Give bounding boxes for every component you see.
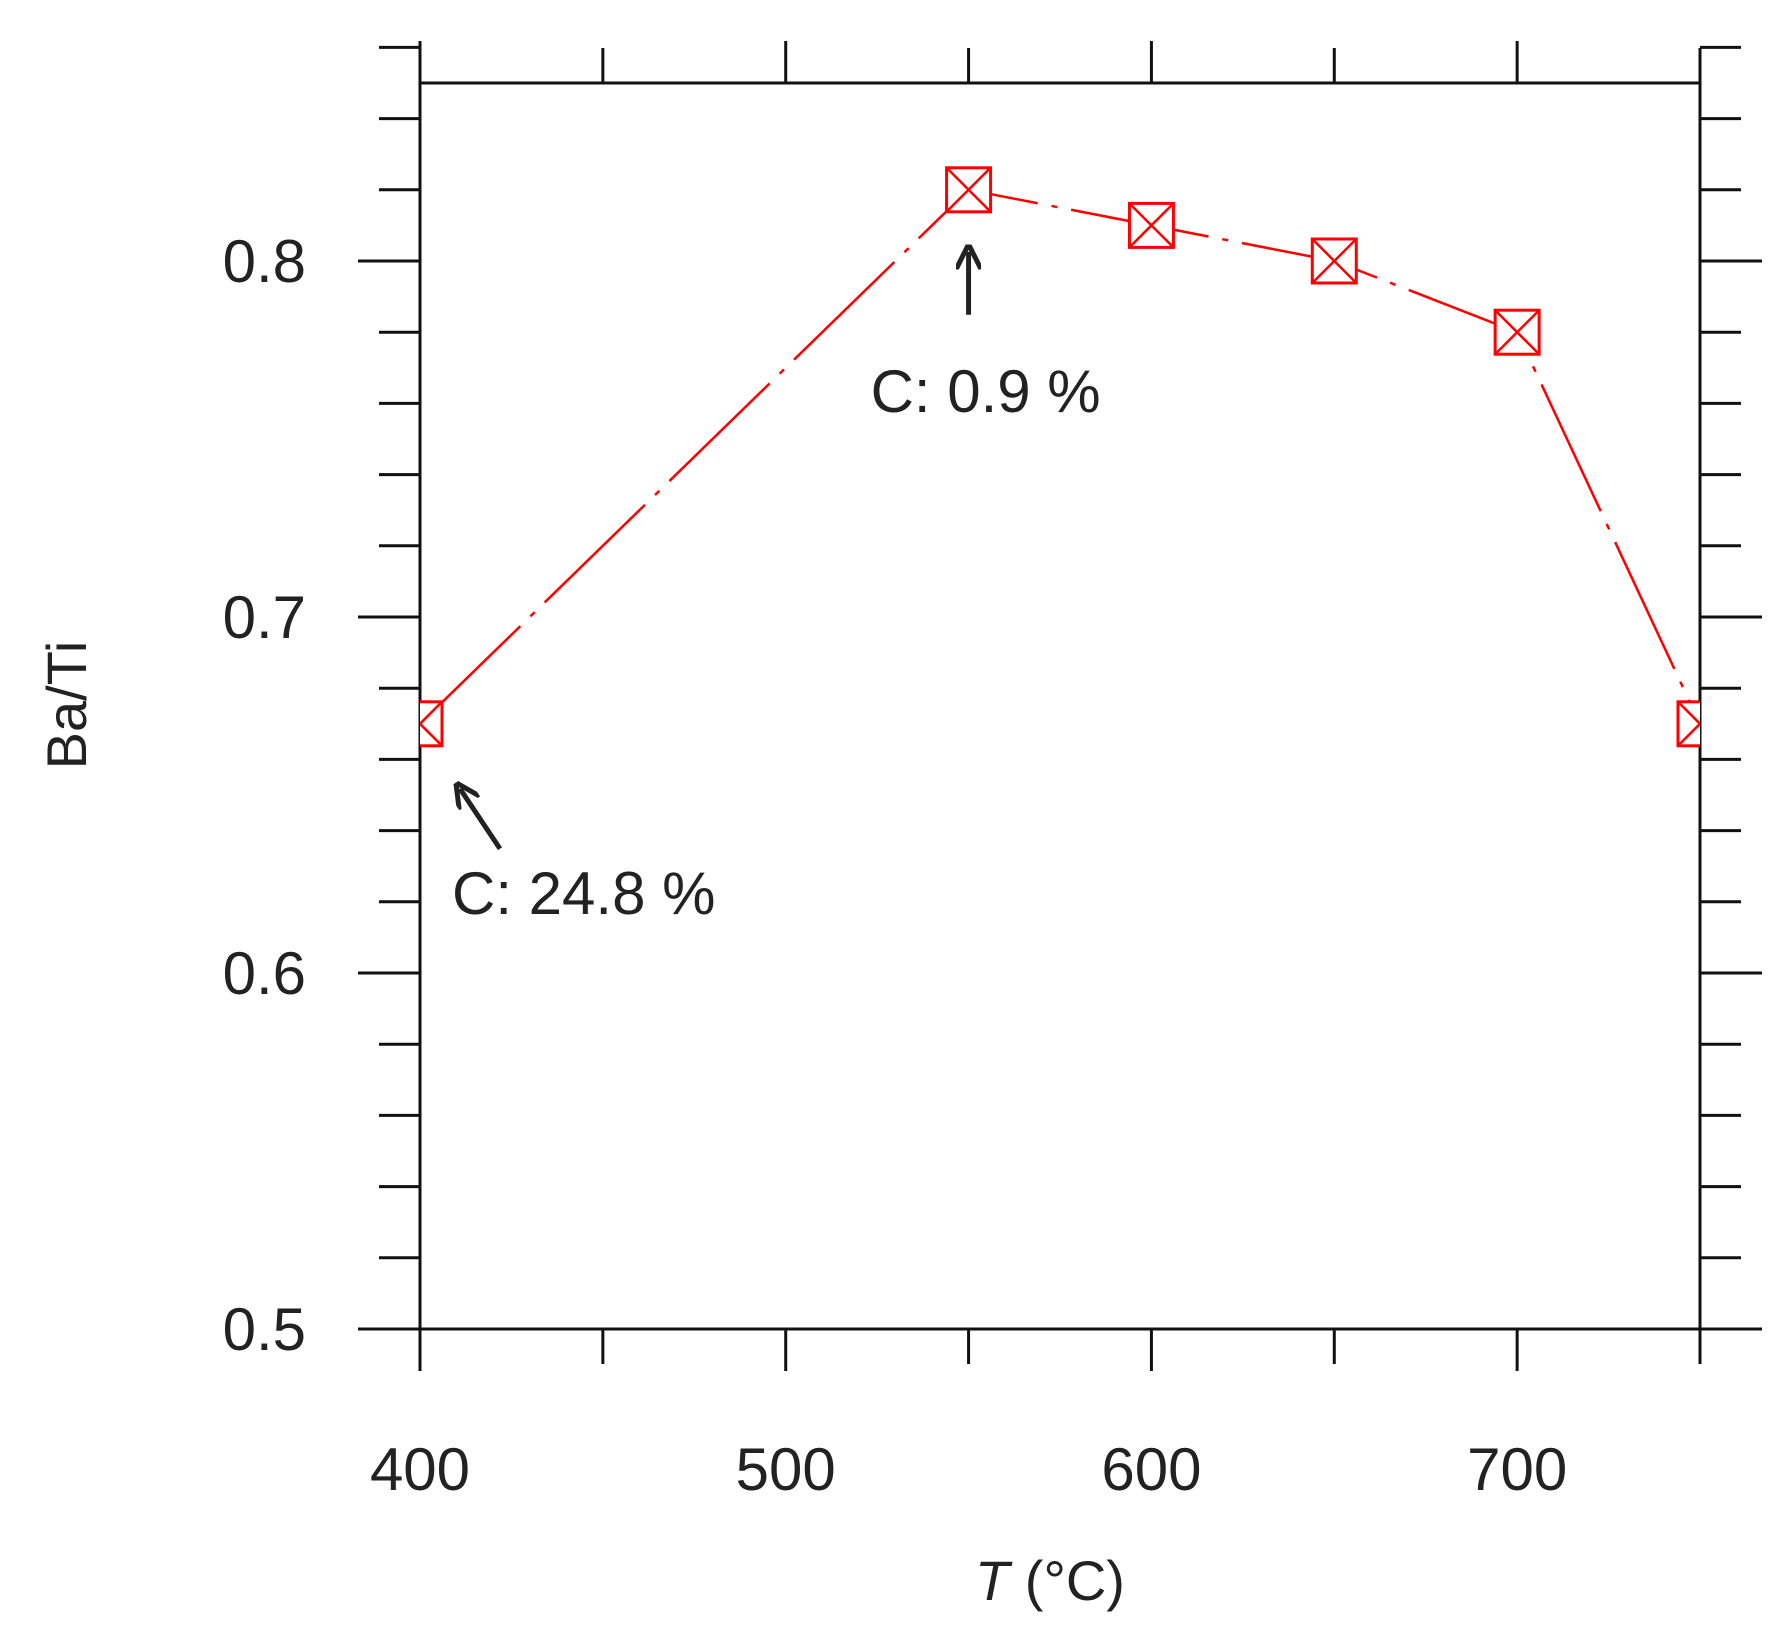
annotation-arrow bbox=[460, 789, 503, 851]
marker-box bbox=[420, 700, 444, 748]
data-point-marker bbox=[420, 700, 444, 748]
axes: 400 500 600 700 0.5 0.6 0.7 0.8 bbox=[223, 41, 1762, 1503]
data-point-marker bbox=[945, 166, 993, 214]
y-tick-label: 0.6 bbox=[223, 940, 306, 1007]
x-tick-label: 700 bbox=[1467, 1436, 1567, 1503]
x-tick-label: 600 bbox=[1101, 1436, 1201, 1503]
marker-cross bbox=[1311, 238, 1358, 284]
series-line bbox=[420, 188, 1700, 725]
marker-cross bbox=[1494, 309, 1541, 356]
marker-box bbox=[1676, 700, 1700, 748]
data-point-marker bbox=[1127, 201, 1175, 249]
y-tick-label: 0.7 bbox=[223, 584, 306, 651]
marker-cross bbox=[420, 700, 443, 726]
y-tick-label: 0.5 bbox=[223, 1296, 306, 1363]
marker-cross bbox=[1677, 700, 1700, 726]
data-point-marker bbox=[1493, 308, 1541, 356]
data-point-marker bbox=[1310, 237, 1358, 285]
series-group bbox=[420, 166, 1700, 748]
marker-cross bbox=[420, 722, 443, 747]
annotation-label: C: 24.8 % bbox=[452, 860, 715, 927]
marker-cross bbox=[945, 166, 992, 213]
data-point-marker bbox=[1676, 700, 1700, 748]
x-axis-title-variable: T bbox=[975, 1549, 1013, 1612]
marker-cross bbox=[1677, 722, 1700, 747]
x-tick-label: 500 bbox=[736, 1436, 836, 1503]
x-axis-title-unit: (°C) bbox=[1009, 1549, 1125, 1612]
x-tick-label: 400 bbox=[370, 1436, 470, 1503]
y-axis-title: Ba/Ti bbox=[35, 641, 98, 770]
y-tick-label: 0.8 bbox=[223, 228, 306, 295]
x-axis-title: T (°C) bbox=[975, 1549, 1125, 1612]
marker-cross bbox=[1128, 202, 1175, 249]
annotation-label: C: 0.9 % bbox=[871, 358, 1101, 425]
annotations: C: 0.9 % C: 24.8 % bbox=[452, 252, 1101, 927]
series-layer bbox=[420, 166, 1700, 748]
